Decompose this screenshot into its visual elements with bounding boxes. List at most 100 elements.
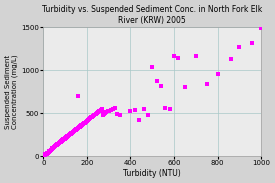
Point [103, 112, 108, 115]
Point [96, 111, 100, 114]
Point [75, 127, 79, 130]
Point [70, 131, 75, 134]
Y-axis label: Suspended Sediment
Concentration (mg/L): Suspended Sediment Concentration (mg/L) [5, 54, 18, 129]
Point [66, 134, 71, 137]
Point [87, 118, 91, 121]
Point [111, 107, 115, 110]
Point [82, 121, 87, 124]
Point [65, 135, 70, 138]
Point [81, 122, 86, 125]
Point [74, 128, 79, 130]
Point [43, 153, 48, 156]
Point [176, 57, 181, 60]
Point [92, 113, 97, 116]
Point [60, 139, 65, 142]
Point [76, 126, 81, 129]
Point [55, 143, 59, 146]
Point [48, 150, 52, 152]
Point [102, 113, 106, 115]
Point [50, 147, 55, 150]
Point [49, 148, 53, 151]
Point [68, 133, 72, 136]
Point [80, 123, 84, 126]
Point [52, 145, 56, 148]
Point [72, 130, 76, 133]
Point [43, 153, 48, 156]
Point [64, 136, 68, 139]
Point [106, 109, 111, 112]
Point [141, 107, 146, 110]
Point [79, 124, 83, 127]
Point [128, 110, 133, 113]
Point [61, 138, 65, 141]
Point [109, 108, 113, 111]
Point [65, 135, 70, 137]
Point [59, 140, 63, 143]
Point [101, 113, 105, 116]
Point [63, 137, 67, 140]
Point [59, 140, 63, 143]
Point [71, 130, 76, 133]
Point [194, 55, 198, 58]
Point [62, 137, 67, 140]
Point [80, 123, 85, 126]
Point [146, 113, 150, 116]
Point [72, 129, 76, 132]
Point [69, 132, 73, 135]
Point [79, 124, 84, 127]
Point [95, 112, 99, 115]
Point [56, 142, 60, 145]
Point [104, 111, 109, 114]
X-axis label: Turbidity (NTU): Turbidity (NTU) [123, 169, 181, 178]
Point [89, 116, 94, 119]
Point [90, 115, 95, 118]
Point [67, 134, 71, 137]
Point [56, 142, 61, 145]
Point [46, 151, 51, 154]
Point [46, 151, 50, 154]
Point [45, 152, 49, 155]
Point [76, 127, 80, 130]
Point [113, 107, 117, 109]
Point [98, 109, 102, 112]
Point [85, 119, 89, 122]
Point [47, 150, 52, 153]
Point [60, 139, 64, 142]
Point [82, 122, 86, 124]
Point [53, 145, 57, 148]
Point [73, 128, 78, 131]
Point [63, 136, 68, 139]
Point [167, 107, 172, 110]
Point [137, 119, 141, 122]
Point [250, 42, 255, 45]
Point [205, 83, 209, 85]
Point [78, 125, 82, 128]
Point [42, 154, 46, 157]
Point [57, 141, 62, 144]
Point [47, 150, 51, 153]
Point [78, 125, 82, 128]
Point [150, 65, 155, 68]
Point [97, 110, 101, 113]
Point [61, 138, 65, 141]
Point [81, 122, 85, 125]
Point [77, 126, 81, 128]
Title: Turbidity vs. Suspended Sediment Conc. in North Fork Elk
River (KRW) 2005: Turbidity vs. Suspended Sediment Conc. i… [42, 5, 262, 25]
Point [172, 55, 176, 58]
Point [50, 148, 54, 151]
Point [44, 153, 48, 156]
Point [133, 108, 137, 111]
Point [44, 152, 49, 155]
Point [51, 147, 55, 150]
Point [100, 107, 104, 110]
Point [42, 154, 46, 157]
Point [54, 143, 59, 146]
Point [163, 107, 167, 109]
Point [99, 108, 103, 111]
Point [58, 141, 62, 143]
Point [117, 113, 122, 116]
Point [45, 152, 50, 154]
Point [215, 72, 220, 75]
Point [159, 85, 163, 88]
Point [48, 149, 53, 152]
